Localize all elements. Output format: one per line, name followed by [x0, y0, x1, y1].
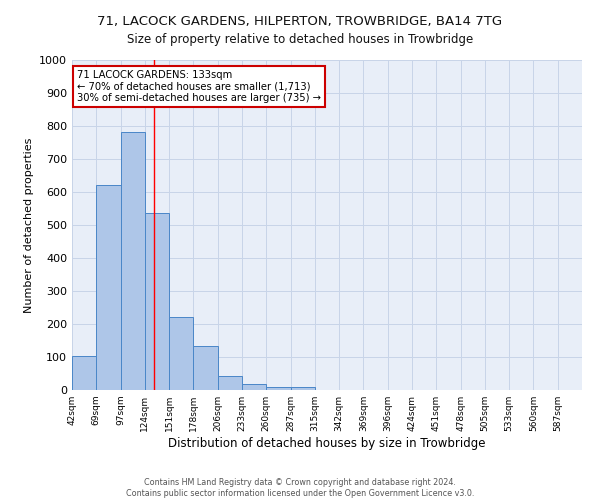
- Bar: [242, 384, 266, 390]
- Bar: [266, 386, 290, 390]
- Bar: [290, 386, 315, 390]
- Y-axis label: Number of detached properties: Number of detached properties: [23, 138, 34, 312]
- Text: 71, LACOCK GARDENS, HILPERTON, TROWBRIDGE, BA14 7TG: 71, LACOCK GARDENS, HILPERTON, TROWBRIDG…: [97, 15, 503, 28]
- Bar: [96, 184, 121, 390]
- Text: 71 LACOCK GARDENS: 133sqm
← 70% of detached houses are smaller (1,713)
30% of se: 71 LACOCK GARDENS: 133sqm ← 70% of detac…: [77, 70, 321, 103]
- Text: Contains HM Land Registry data © Crown copyright and database right 2024.
Contai: Contains HM Land Registry data © Crown c…: [126, 478, 474, 498]
- Bar: [72, 356, 96, 390]
- X-axis label: Distribution of detached houses by size in Trowbridge: Distribution of detached houses by size …: [168, 437, 486, 450]
- Bar: [193, 346, 218, 390]
- Text: Size of property relative to detached houses in Trowbridge: Size of property relative to detached ho…: [127, 32, 473, 46]
- Bar: [169, 318, 193, 390]
- Bar: [121, 132, 145, 390]
- Bar: [145, 214, 169, 390]
- Bar: [218, 376, 242, 390]
